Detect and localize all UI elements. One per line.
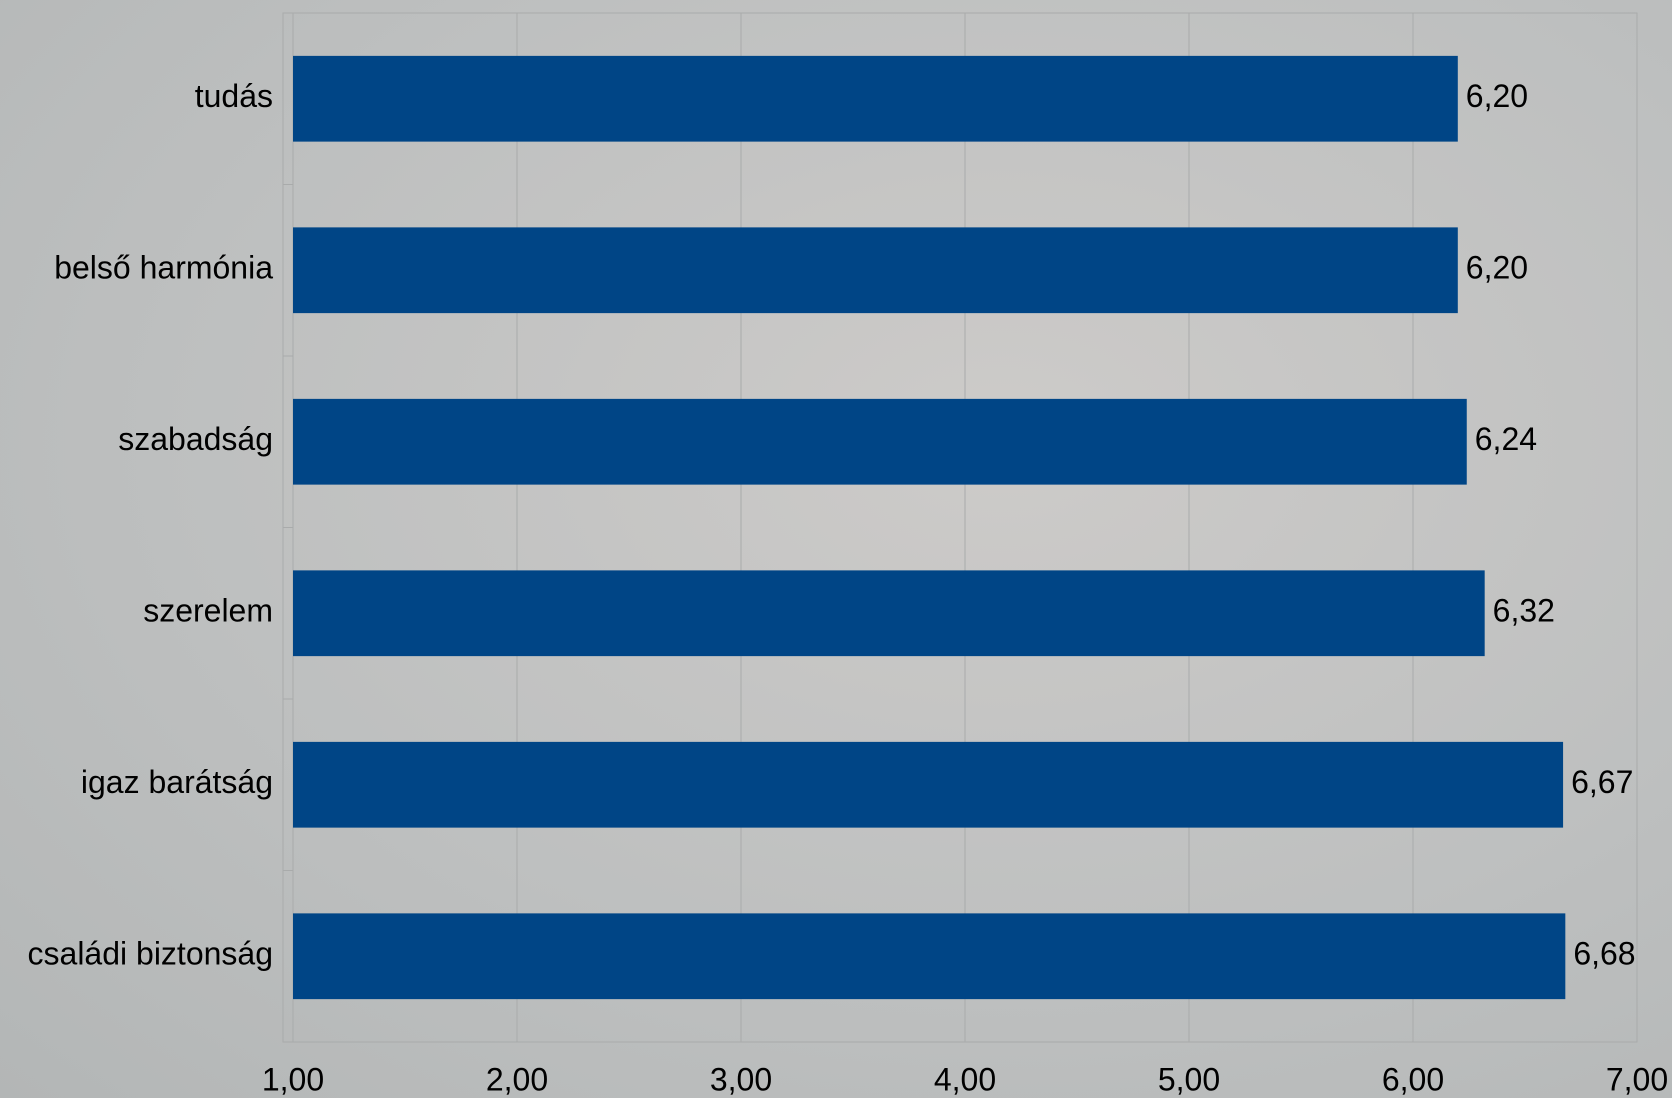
bar xyxy=(293,913,1566,1000)
bar xyxy=(293,55,1458,142)
x-tick-label: 6,00 xyxy=(1382,1061,1444,1097)
bar xyxy=(293,570,1485,657)
x-tick-label: 7,00 xyxy=(1606,1061,1668,1097)
data-label: 6,20 xyxy=(1466,250,1528,286)
y-tick-label: belső harmónia xyxy=(54,250,273,286)
y-tick-label: igaz barátság xyxy=(81,764,273,800)
y-tick-label: szabadság xyxy=(118,421,273,457)
x-tick-label: 1,00 xyxy=(262,1061,324,1097)
y-tick-label: családi biztonság xyxy=(28,936,273,972)
data-label: 6,32 xyxy=(1493,593,1555,629)
data-label: 6,67 xyxy=(1571,764,1633,800)
bar xyxy=(293,398,1467,485)
data-label: 6,68 xyxy=(1573,936,1635,972)
data-label: 6,20 xyxy=(1466,78,1528,114)
x-tick-label: 4,00 xyxy=(934,1061,996,1097)
data-label: 6,24 xyxy=(1475,421,1537,457)
bar xyxy=(293,741,1564,828)
x-tick-label: 3,00 xyxy=(710,1061,772,1097)
y-tick-label: tudás xyxy=(195,78,273,114)
x-tick-label: 5,00 xyxy=(1158,1061,1220,1097)
bar xyxy=(293,227,1458,314)
plot-area xyxy=(282,12,1638,1043)
y-tick-label: szerelem xyxy=(143,593,273,629)
x-tick-label: 2,00 xyxy=(486,1061,548,1097)
